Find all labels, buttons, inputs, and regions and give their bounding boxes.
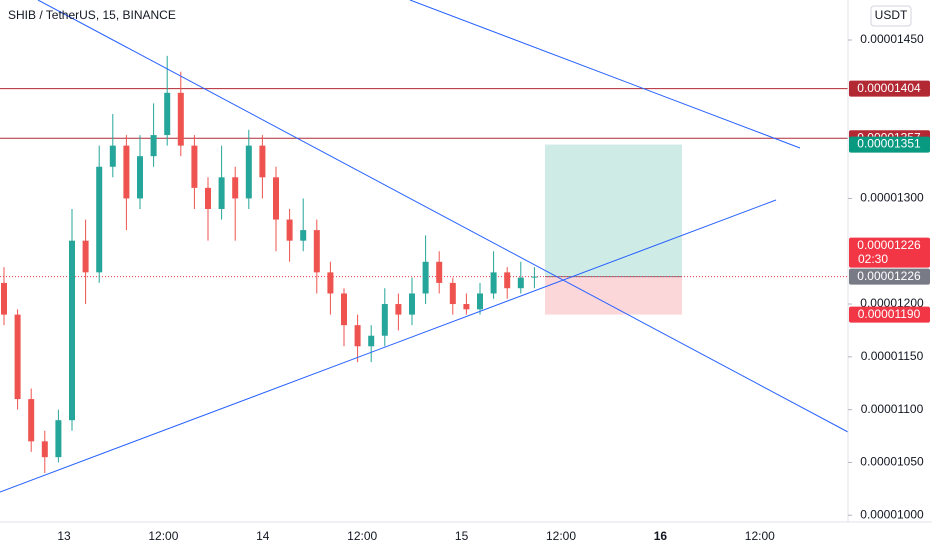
- stop-tag-label: 0.00001190: [858, 307, 921, 321]
- candle-body: [14, 314, 21, 400]
- y-tick-label: 0.00001100: [861, 402, 924, 416]
- y-tick-label: 0.00001150: [861, 349, 924, 363]
- candle-body: [109, 145, 116, 167]
- candle-body: [327, 272, 334, 294]
- currency-label[interactable]: USDT: [875, 8, 908, 22]
- candle-body: [449, 282, 456, 305]
- trend-lines: [0, 0, 849, 493]
- candle-body: [177, 92, 184, 146]
- y-tick-label: 0.00001300: [860, 191, 924, 205]
- candle-body: [245, 145, 252, 199]
- entry-tag-box: [849, 268, 930, 285]
- candle-body: [1, 282, 7, 315]
- trend-line: [0, 199, 777, 493]
- candle-body: [504, 272, 511, 289]
- candle-body: [531, 276, 538, 278]
- target-tag: 0.00001351: [849, 136, 930, 153]
- last-price-box: [849, 237, 930, 268]
- countdown: 02:30: [858, 252, 888, 266]
- level-tag: 0.00001404: [849, 80, 930, 97]
- candle-body: [368, 335, 375, 347]
- x-tick-label: 12:00: [148, 529, 178, 543]
- candle-body: [436, 261, 443, 283]
- x-tick-label: 13: [57, 529, 71, 543]
- y-tick-label: 0.00001450: [860, 32, 924, 46]
- candle-body: [341, 293, 347, 326]
- y-tick-label: 0.00001000: [860, 507, 924, 521]
- x-tick-label: 16: [654, 529, 668, 543]
- plot-area: [0, 55, 848, 474]
- candle-body: [69, 240, 75, 421]
- x-tick-label: 12:00: [546, 529, 576, 543]
- stop-tag-box: [849, 306, 930, 323]
- trend-line: [37, 0, 849, 433]
- candle-body: [164, 92, 171, 136]
- candle-body: [490, 272, 497, 294]
- trend-line: [409, 0, 801, 149]
- x-tick-label: 14: [256, 529, 270, 543]
- candle-body: [273, 177, 279, 220]
- level-tag-label: 0.00001404: [857, 81, 921, 95]
- candle-body: [218, 177, 225, 209]
- candle-body: [395, 304, 402, 315]
- candle-body: [82, 240, 89, 273]
- x-tick-label: 12:00: [347, 529, 377, 543]
- candle-body: [28, 399, 35, 442]
- candle-body: [150, 135, 157, 157]
- candle-body: [463, 304, 470, 310]
- y-tick-label: 0.00001050: [860, 455, 924, 469]
- candle-body: [259, 145, 266, 178]
- last-price-label: 0.00001226: [857, 238, 921, 252]
- candle-body: [96, 166, 103, 273]
- candle-body: [381, 304, 388, 336]
- candle-body: [422, 261, 429, 294]
- currency-button[interactable]: [870, 5, 912, 27]
- entry-tag-label: 0.00001226: [857, 269, 921, 283]
- candle-body: [41, 441, 48, 458]
- chart-title: SHIB / TetherUS, 15, BINANCE: [8, 8, 176, 22]
- candle-body: [300, 230, 307, 241]
- x-tick-label: 12:00: [745, 529, 775, 543]
- target-zone: [545, 144, 682, 277]
- target-tag-box: [849, 136, 930, 153]
- candle-body: [409, 293, 415, 315]
- candle-body: [137, 156, 143, 199]
- candle-body: [477, 293, 483, 310]
- candle-body: [205, 187, 211, 209]
- stop-tag: 0.00001190: [849, 306, 930, 323]
- level-tag-box: [849, 80, 930, 97]
- stop-zone: [545, 276, 682, 315]
- candle-body: [55, 420, 62, 458]
- candle-body: [313, 230, 320, 273]
- target-tag-label: 0.00001351: [857, 137, 921, 151]
- candle-body: [354, 325, 361, 347]
- x-tick-label: 15: [455, 529, 469, 543]
- candle-body: [191, 145, 198, 188]
- candle-body: [517, 277, 524, 289]
- candle-body: [286, 219, 293, 241]
- candle-body: [123, 145, 130, 199]
- candle-body: [232, 177, 239, 199]
- entry-tag: 0.00001226: [849, 268, 930, 285]
